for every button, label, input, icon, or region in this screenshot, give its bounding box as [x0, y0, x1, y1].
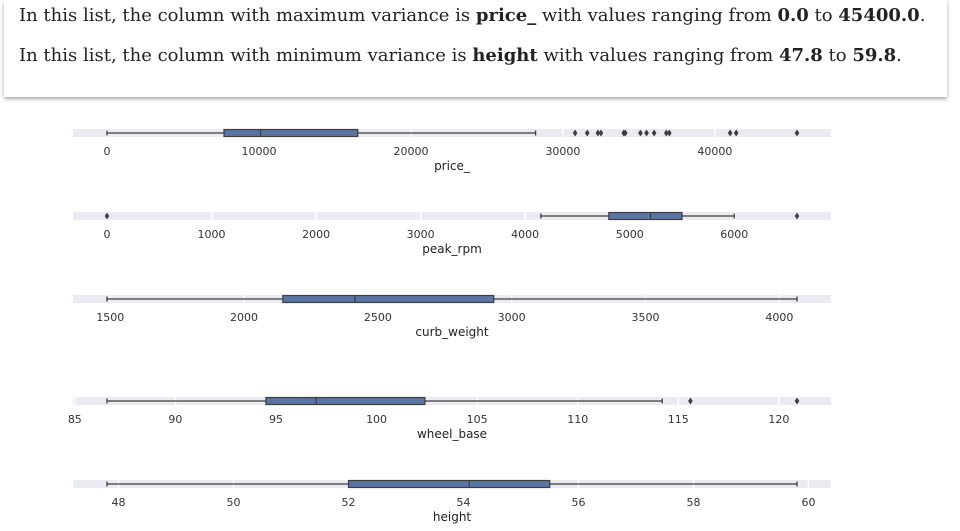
tick-label: 5000 — [616, 228, 644, 241]
outlier-point — [651, 129, 657, 137]
tick-label: 6000 — [720, 228, 748, 241]
plot-background — [73, 212, 831, 220]
axis-label: price_ — [434, 159, 471, 173]
axis-label: curb_weight — [415, 325, 489, 339]
tick-label: 105 — [467, 413, 488, 426]
tick-label: 2500 — [364, 311, 392, 324]
outlier-point — [622, 129, 628, 137]
outlier-point — [733, 129, 739, 137]
tick-label: 115 — [668, 413, 689, 426]
outlier-point — [727, 129, 733, 137]
tick-label: 3500 — [632, 311, 660, 324]
tick-label: 0 — [104, 145, 111, 158]
tick-label: 40000 — [697, 145, 732, 158]
outlier-point — [663, 129, 669, 137]
boxplot-price_: 0 10000 20000 30000 40000 price_ — [73, 128, 831, 173]
tick-label: 0 — [104, 228, 111, 241]
tick-label: 30000 — [545, 145, 580, 158]
min-col-max-value: 59.8 — [852, 45, 897, 66]
text: . — [919, 5, 926, 26]
tick-label: 48 — [112, 496, 126, 509]
text: . — [896, 45, 902, 66]
tick-label: 52 — [342, 496, 356, 509]
tick-label: 56 — [572, 496, 586, 509]
outlier-point — [688, 397, 693, 405]
outlier-point — [584, 129, 590, 137]
max-variance-sentence: In this list, the column with maximum va… — [19, 5, 925, 26]
tick-label: 2000 — [230, 311, 258, 324]
iqr-box — [282, 294, 495, 304]
outlier-point — [794, 397, 800, 405]
min-variance-sentence: In this list, the column with minimum va… — [19, 45, 902, 66]
outlier-point — [595, 129, 601, 137]
max-variance-column: price_ — [475, 5, 537, 26]
iqr-box — [265, 396, 426, 406]
axis-label: peak_rpm — [422, 242, 482, 256]
min-variance-column: height — [472, 45, 538, 66]
boxplot-peak_rpm: 0 1000 2000 3000 4000 5000 6000 peak_rpm — [73, 211, 831, 256]
tick-label: 3000 — [498, 311, 526, 324]
outlier-point — [794, 129, 800, 137]
iqr-box — [608, 211, 683, 221]
tick-label: 4000 — [765, 311, 793, 324]
tick-label: 85 — [68, 413, 82, 426]
min-col-min-value: 47.8 — [778, 45, 823, 66]
outlier-point — [667, 129, 672, 137]
tick-label: 60 — [802, 496, 816, 509]
tick-label: 58 — [687, 496, 701, 509]
outlier-point — [572, 129, 578, 137]
tick-label: 3000 — [407, 228, 435, 241]
outlier-point — [598, 129, 604, 137]
outlier-point — [644, 129, 649, 137]
tick-label: 120 — [768, 413, 789, 426]
text: with values ranging from — [537, 45, 779, 66]
axis-label: wheel_base — [417, 427, 487, 441]
max-col-min-value: 0.0 — [777, 5, 809, 26]
tick-label: 95 — [269, 413, 283, 426]
max-col-max-value: 45400.0 — [838, 5, 920, 26]
boxplot-curb_weight: 1500 2000 2500 3000 3500 4000 curb_weight — [73, 294, 831, 339]
iqr-box — [223, 128, 359, 138]
text: to — [808, 5, 839, 26]
tick-label: 1000 — [198, 228, 226, 241]
outlier-point — [794, 212, 800, 220]
summary-panel: In this list, the column with maximum va… — [4, 0, 947, 97]
boxplot-height: 48 50 52 54 56 58 60 height — [73, 479, 831, 524]
text: In this list, the column with maximum va… — [19, 5, 476, 26]
text: to — [822, 45, 853, 66]
tick-label: 2000 — [302, 228, 330, 241]
tick-label: 54 — [457, 496, 471, 509]
text: In this list, the column with minimum va… — [19, 45, 473, 66]
outlier-point — [104, 212, 110, 220]
iqr-box — [347, 479, 551, 489]
text: with values ranging from — [536, 5, 778, 26]
tick-label: 100 — [366, 413, 387, 426]
tick-label: 4000 — [511, 228, 539, 241]
tick-label: 50 — [227, 496, 241, 509]
outlier-point — [638, 129, 643, 137]
tick-label: 10000 — [241, 145, 276, 158]
boxplot-wheel_base: 85 90 95 100 105 110 115 120 wheel_base — [68, 396, 831, 441]
axis-label: height — [433, 510, 472, 524]
tick-label: 20000 — [393, 145, 428, 158]
tick-label: 90 — [168, 413, 182, 426]
tick-label: 110 — [567, 413, 588, 426]
tick-label: 1500 — [96, 311, 124, 324]
